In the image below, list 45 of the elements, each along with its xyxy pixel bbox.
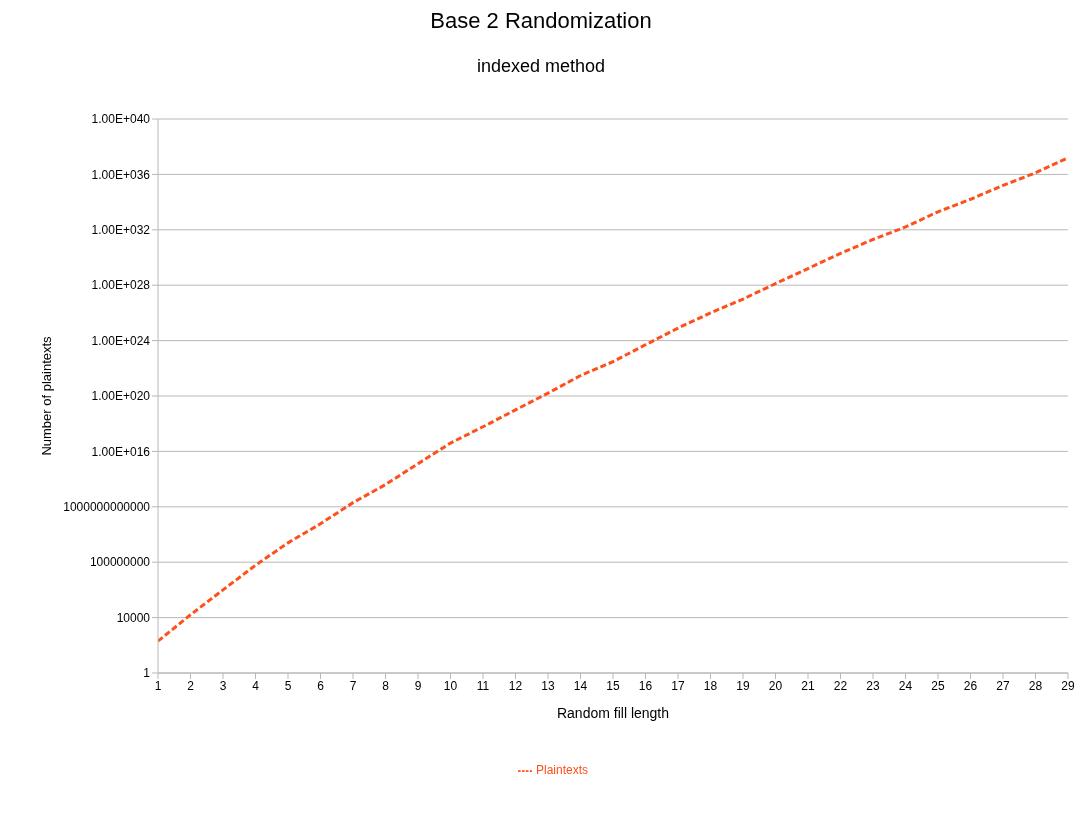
chart-subtitle: indexed method — [475, 56, 607, 77]
x-tick-label: 16 — [638, 678, 653, 693]
y-tick-label: 10000 — [116, 610, 151, 625]
x-tick-label: 22 — [833, 678, 848, 693]
x-tick-label: 11 — [476, 678, 490, 693]
x-tick-label: 10 — [443, 678, 458, 693]
x-tick-label: 27 — [996, 678, 1010, 693]
x-tick-label: 19 — [736, 678, 750, 693]
y-tick-label: 1.00E+016 — [91, 444, 151, 459]
y-tick-label: 1.00E+028 — [91, 278, 151, 293]
x-tick-label: 7 — [349, 678, 357, 693]
y-tick-label: 100000000 — [89, 555, 151, 570]
y-tick-label: 1.00E+036 — [91, 167, 151, 182]
x-tick-label: 2 — [187, 678, 195, 693]
x-tick-label: 6 — [317, 678, 325, 693]
x-tick-label: 26 — [963, 678, 978, 693]
x-tick-label: 5 — [284, 678, 292, 693]
y-tick-label: 1.00E+024 — [91, 333, 151, 348]
y-tick-label: 1.00E+032 — [91, 223, 151, 238]
x-tick-label: 21 — [801, 678, 815, 693]
x-tick-label: 20 — [768, 678, 783, 693]
x-tick-label: 28 — [1028, 678, 1043, 693]
x-tick-label: 4 — [252, 678, 260, 693]
y-tick-label: 1.00E+040 — [91, 112, 151, 127]
x-tick-label: 14 — [573, 678, 588, 693]
x-tick-label: 29 — [1061, 678, 1075, 693]
y-tick-label: 1.00E+020 — [91, 389, 151, 404]
x-tick-label: 13 — [541, 678, 555, 693]
legend-label: Plaintexts — [535, 763, 589, 777]
x-tick-label: 17 — [671, 678, 685, 693]
x-tick-label: 24 — [898, 678, 913, 693]
x-tick-label: 23 — [866, 678, 880, 693]
x-tick-label: 1 — [154, 678, 162, 693]
x-tick-label: 25 — [931, 678, 945, 693]
x-tick-label: 12 — [508, 678, 523, 693]
x-tick-label: 8 — [382, 678, 390, 693]
x-tick-label: 3 — [219, 678, 227, 693]
y-axis-title: Number of plaintexts — [38, 335, 54, 456]
x-tick-label: 18 — [703, 678, 718, 693]
y-tick-label: 1000000000000 — [63, 500, 151, 515]
x-tick-label: 9 — [414, 678, 422, 693]
chart-title: Base 2 Randomization — [429, 8, 653, 34]
y-tick-label: 1 — [143, 666, 151, 681]
x-tick-label: 15 — [606, 678, 620, 693]
x-axis-title: Random fill length — [556, 705, 670, 721]
